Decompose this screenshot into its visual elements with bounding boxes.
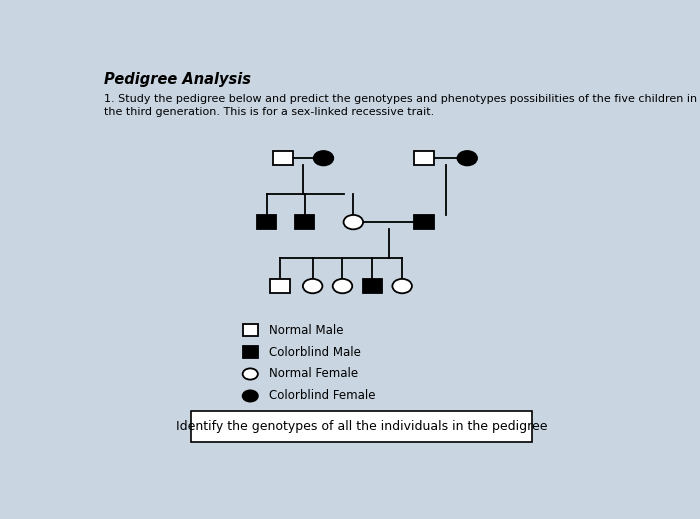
Bar (273, 151, 293, 166)
Bar (295, 215, 314, 229)
Circle shape (458, 151, 477, 166)
Bar (243, 346, 258, 358)
Circle shape (344, 215, 363, 229)
Text: Colorblind Male: Colorblind Male (270, 346, 361, 359)
Circle shape (303, 279, 323, 293)
Bar (257, 215, 276, 229)
Text: Normal Male: Normal Male (270, 323, 344, 336)
Text: Normal Female: Normal Female (270, 367, 358, 380)
Text: 1. Study the pedigree below and predict the genotypes and phenotypes possibiliti: 1. Study the pedigree below and predict … (104, 94, 697, 117)
Bar (270, 279, 290, 293)
Text: Colorblind Female: Colorblind Female (270, 389, 376, 402)
Circle shape (243, 390, 258, 402)
Circle shape (314, 151, 333, 166)
Circle shape (243, 368, 258, 379)
Text: Identify the genotypes of all the individuals in the pedigree: Identify the genotypes of all the indivi… (176, 420, 547, 433)
Bar (243, 324, 258, 336)
FancyBboxPatch shape (190, 411, 533, 442)
Circle shape (332, 279, 352, 293)
Bar (414, 215, 433, 229)
Bar (414, 151, 433, 166)
Text: Pedigree Analysis: Pedigree Analysis (104, 72, 251, 87)
Bar (363, 279, 382, 293)
Circle shape (393, 279, 412, 293)
